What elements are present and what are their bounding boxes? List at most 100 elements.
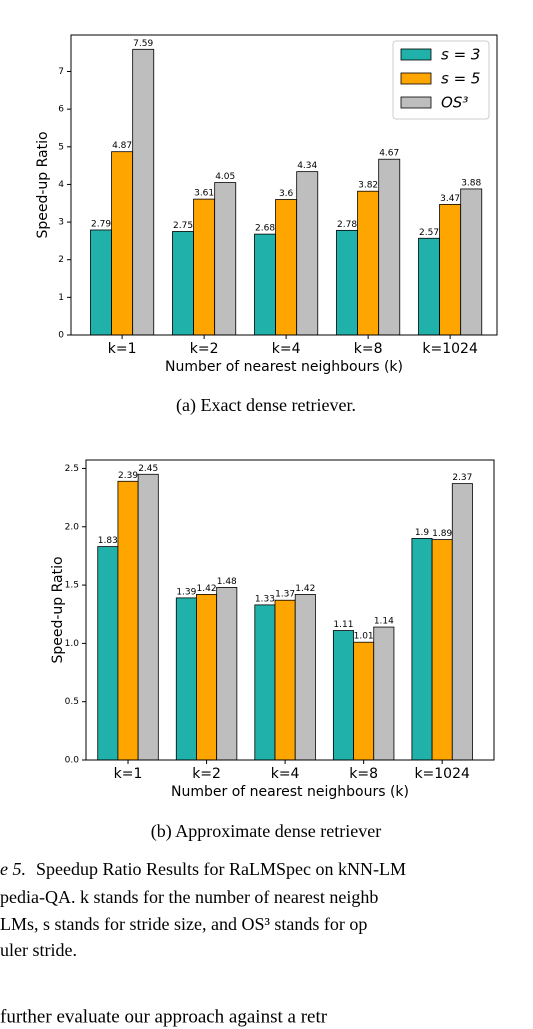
value-label: 3.82 [358,181,378,191]
y-tick-label: 0.0 [65,756,80,766]
x-tick-label: k=2 [192,766,221,782]
value-label: 3.61 [194,189,214,199]
caption-line: Speedup Ratio Results for RaLMSpec on kN… [36,859,406,879]
y-tick-label: 1 [58,293,64,303]
bar [431,539,453,761]
value-label: 4.34 [297,161,317,171]
bar [90,229,112,336]
value-label: 1.89 [432,529,452,539]
x-axis-label: Number of nearest neighbours (k) [171,784,409,800]
bar [274,599,296,761]
x-tick-label: k=1 [114,766,143,782]
subcaption: (a) Exact dense retriever. [176,395,356,416]
x-tick-label: k=8 [349,766,378,782]
caption-line: uler stride. [0,940,77,960]
body-text: further evaluate our approach against a … [0,1006,328,1027]
legend-label: s = 5 [441,70,480,88]
value-label: 1.14 [374,617,394,627]
x-tick-label: k=1024 [414,766,470,782]
bar [137,473,159,761]
value-label: 2.37 [452,473,472,483]
bar [373,626,395,761]
value-label: 2.68 [255,224,275,234]
bar [439,203,462,336]
value-label: 2.39 [118,471,138,481]
y-tick-label: 6 [58,105,64,115]
bar [97,546,119,761]
y-tick-label: 0.5 [65,697,79,707]
value-label: 4.67 [379,149,399,159]
value-label: 1.39 [176,587,196,597]
caption-line: pedia-QA. k stands for the number of nea… [0,887,378,907]
value-label: 2.78 [337,220,357,230]
y-tick-label: 4 [58,180,64,190]
legend-swatch [400,96,432,109]
x-tick-label: k=1024 [422,341,478,357]
value-label: 4.87 [112,141,132,151]
bar [460,188,483,336]
bar [132,48,155,336]
y-tick-label: 1.0 [65,639,80,649]
bar [216,587,238,761]
x-tick-label: k=4 [271,766,300,782]
bar [451,483,473,761]
legend-label: s = 3 [441,46,480,64]
bar [254,604,276,761]
value-label: 2.79 [91,219,111,229]
caption-line: LMs, s stands for stride size, and OS³ s… [0,914,367,934]
x-tick-label: k=8 [354,341,383,357]
value-label: 1.01 [354,632,374,642]
axes-frame [85,459,495,761]
x-tick-label: k=1 [108,341,137,357]
y-tick-label: 2.5 [65,464,79,474]
bar [332,630,354,761]
y-tick-label: 5 [58,142,64,152]
value-label: 2.45 [138,464,158,474]
y-tick-label: 7 [58,67,64,77]
bar [411,538,433,761]
y-tick-label: 2.0 [65,522,80,532]
bar [353,641,375,761]
value-label: 4.05 [215,172,235,182]
bar [117,480,139,761]
value-label: 1.37 [275,590,295,600]
value-label: 7.59 [133,39,153,49]
bar [193,198,216,336]
bar [196,594,218,761]
bar [336,229,358,336]
value-label: 1.11 [333,620,353,630]
bar [111,151,134,336]
value-label: 2.57 [419,228,439,238]
x-tick-label: k=2 [190,341,219,357]
value-label: 3.47 [440,194,460,204]
bar [175,597,197,761]
bar [214,182,237,336]
bar [172,231,194,336]
value-label: 1.48 [217,577,237,587]
y-axis-label: Speed-up Ratio [35,131,51,238]
y-tick-label: 0 [58,331,64,341]
y-tick-label: 1.5 [65,581,79,591]
value-label: 1.83 [98,536,118,546]
bar [275,199,298,336]
bar [357,190,380,336]
legend-swatch [400,48,432,61]
value-label: 1.42 [197,584,217,594]
value-label: 1.33 [255,594,275,604]
x-tick-label: k=4 [272,341,301,357]
value-label: 3.6 [279,189,294,199]
axes-frame [70,34,498,336]
subcaption: (b) Approximate dense retriever [151,821,381,842]
bar [418,237,440,336]
y-tick-label: 2 [58,255,64,265]
bar [378,158,401,336]
value-label: 1.42 [295,584,315,594]
bar [294,594,316,761]
y-axis-label: Speed-up Ratio [50,556,66,663]
legend-label: OS³ [441,94,468,112]
value-label: 3.88 [461,178,481,188]
y-tick-label: 3 [58,218,64,228]
bar [296,171,319,336]
legend-swatch [400,72,432,85]
